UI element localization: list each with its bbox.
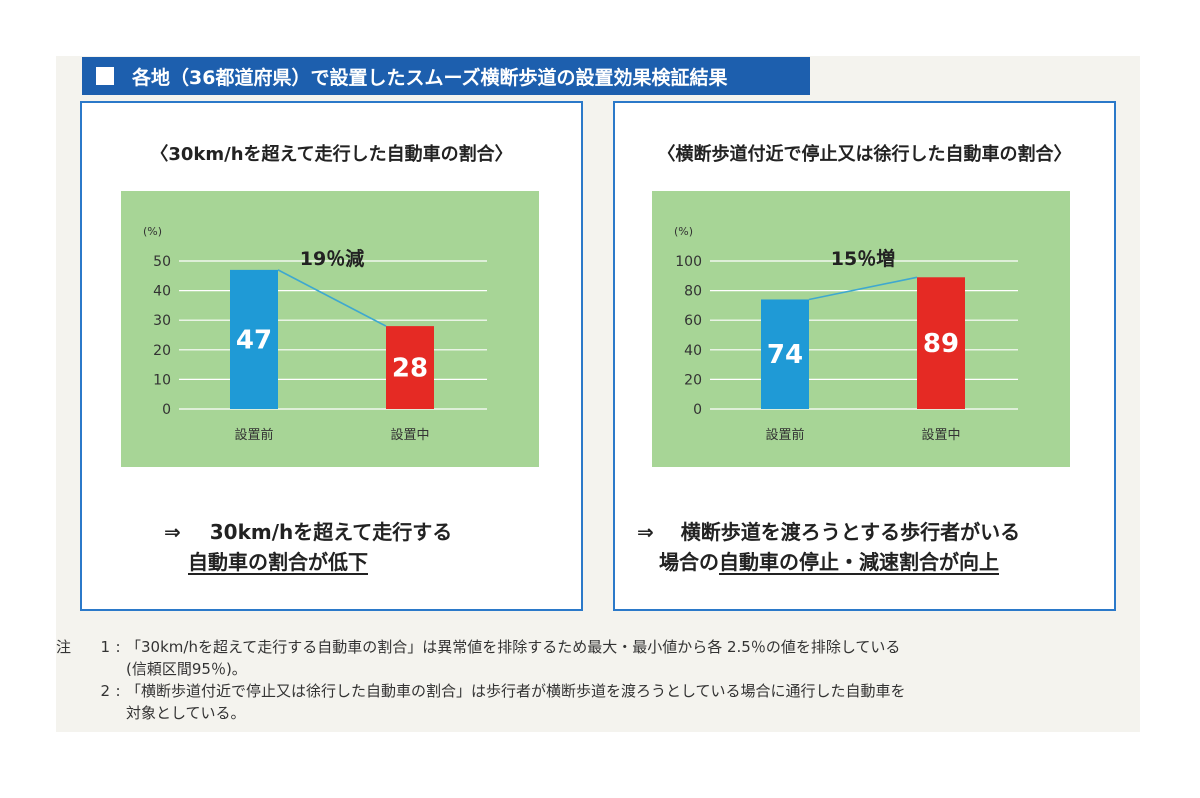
- bar: [386, 326, 434, 409]
- conclusion-line-2-plain: 場合の: [659, 550, 719, 574]
- chart-stop-svg: (%) 0 20 40 60 80 100 74 設置前 89 設置中 15％増: [674, 225, 1018, 443]
- trend-line: [808, 276, 918, 301]
- footnote-2-continued: 対象としている。: [126, 704, 246, 722]
- bar: [230, 269, 278, 409]
- conclusion-arrow: ⇒: [637, 520, 654, 544]
- footnote-1-continued: (信頼区間95％)。: [126, 660, 247, 678]
- footnote-text: 「30km/hを超えて走行する自動車の割合」は異常値を排除するため最大・最小値か…: [126, 638, 901, 656]
- trend-line: [277, 269, 387, 327]
- x-category-label: 設置前: [765, 427, 804, 443]
- bar: [761, 299, 809, 409]
- y-tick-label: 20: [153, 343, 171, 359]
- y-axis-unit-label: (%): [143, 225, 162, 238]
- y-tick-label: 20: [684, 372, 702, 388]
- y-tick-label: 10: [153, 372, 171, 388]
- change-annotation: 15％増: [831, 247, 895, 270]
- stop-panel: 〈横断歩道付近で停止又は徐行した自動車の割合〉 (%) 0 20 40 60 80 100 7…: [613, 101, 1116, 611]
- chart-speed: (%) 0 10 20 30 40 50 47 設置前 28 設置中 19％減: [121, 191, 539, 467]
- chart-title-speed: 〈30km/hを超えて走行した自動車の割合〉: [150, 144, 513, 165]
- conclusion-speed: ⇒ 30km/hを超えて走行する 自動車の割合が低下: [82, 517, 581, 577]
- change-annotation: 19％減: [300, 247, 364, 270]
- x-category-label: 設置中: [921, 427, 960, 443]
- bar-value-label: 74: [767, 340, 803, 370]
- bar-value-label: 89: [923, 329, 959, 359]
- section-header: 各地（36都道府県）で設置したスムーズ横断歩道の設置効果検証結果: [82, 57, 810, 95]
- chart-speed-svg: (%) 0 10 20 30 40 50 47 設置前 28 設置中 19％減: [143, 225, 487, 443]
- conclusion-line-2-underlined: 自動車の停止・減速割合が向上: [719, 550, 999, 574]
- section-title: 各地（36都道府県）で設置したスムーズ横断歩道の設置効果検証結果: [132, 66, 728, 89]
- y-axis-unit-label: (%): [674, 225, 693, 238]
- bar-value-label: 47: [236, 325, 272, 355]
- chart-title-stop: 〈横断歩道付近で停止又は徐行した自動車の割合〉: [657, 144, 1072, 165]
- footnotes: 注 1: 「30km/hを超えて走行する自動車の割合」は異常値を排除するため最大・最…: [56, 636, 1146, 724]
- x-category-label: 設置前: [234, 427, 273, 443]
- footnote-label: 注: [56, 638, 72, 656]
- footnote-text: 「横断歩道付近で停止又は徐行した自動車の割合」は歩行者が横断歩道を渡ろうとしてい…: [126, 682, 906, 700]
- y-tick-label: 80: [684, 284, 702, 300]
- bar: [917, 277, 965, 409]
- header-square-icon: [96, 67, 114, 85]
- y-tick-label: 0: [693, 402, 702, 418]
- y-tick-label: 50: [153, 254, 171, 270]
- y-tick-label: 40: [153, 284, 171, 300]
- x-category-label: 設置中: [390, 427, 429, 443]
- y-tick-label: 100: [675, 254, 702, 270]
- conclusion-stop: ⇒ 横断歩道を渡ろうとする歩行者がいる 場合の自動車の停止・減速割合が向上: [615, 517, 1114, 577]
- footnote-number: 2: [100, 682, 110, 700]
- conclusion-line-1: 横断歩道を渡ろうとする歩行者がいる: [680, 520, 1021, 544]
- y-tick-label: 40: [684, 343, 702, 359]
- footnote-1: 注 1: 「30km/hを超えて走行する自動車の割合」は異常値を排除するため最大・最…: [56, 638, 901, 656]
- conclusion-line-1: 30km/hを超えて走行する: [209, 520, 453, 544]
- bar-value-label: 28: [392, 354, 428, 384]
- speed-panel: 〈30km/hを超えて走行した自動車の割合〉 (%) 0 10 20 30 40 50 47 設…: [80, 101, 583, 611]
- conclusion-line-2: 自動車の割合が低下: [188, 550, 368, 574]
- chart-stop: (%) 0 20 40 60 80 100 74 設置前 89 設置中 15％増: [652, 191, 1070, 467]
- conclusion-arrow: ⇒: [164, 520, 181, 544]
- y-tick-label: 0: [162, 402, 171, 418]
- footnote-number: 1: [100, 638, 110, 656]
- footnote-2: 2: 「横断歩道付近で停止又は徐行した自動車の割合」は歩行者が横断歩道を渡ろうとし…: [56, 680, 1146, 702]
- y-tick-label: 60: [684, 313, 702, 329]
- y-tick-label: 30: [153, 313, 171, 329]
